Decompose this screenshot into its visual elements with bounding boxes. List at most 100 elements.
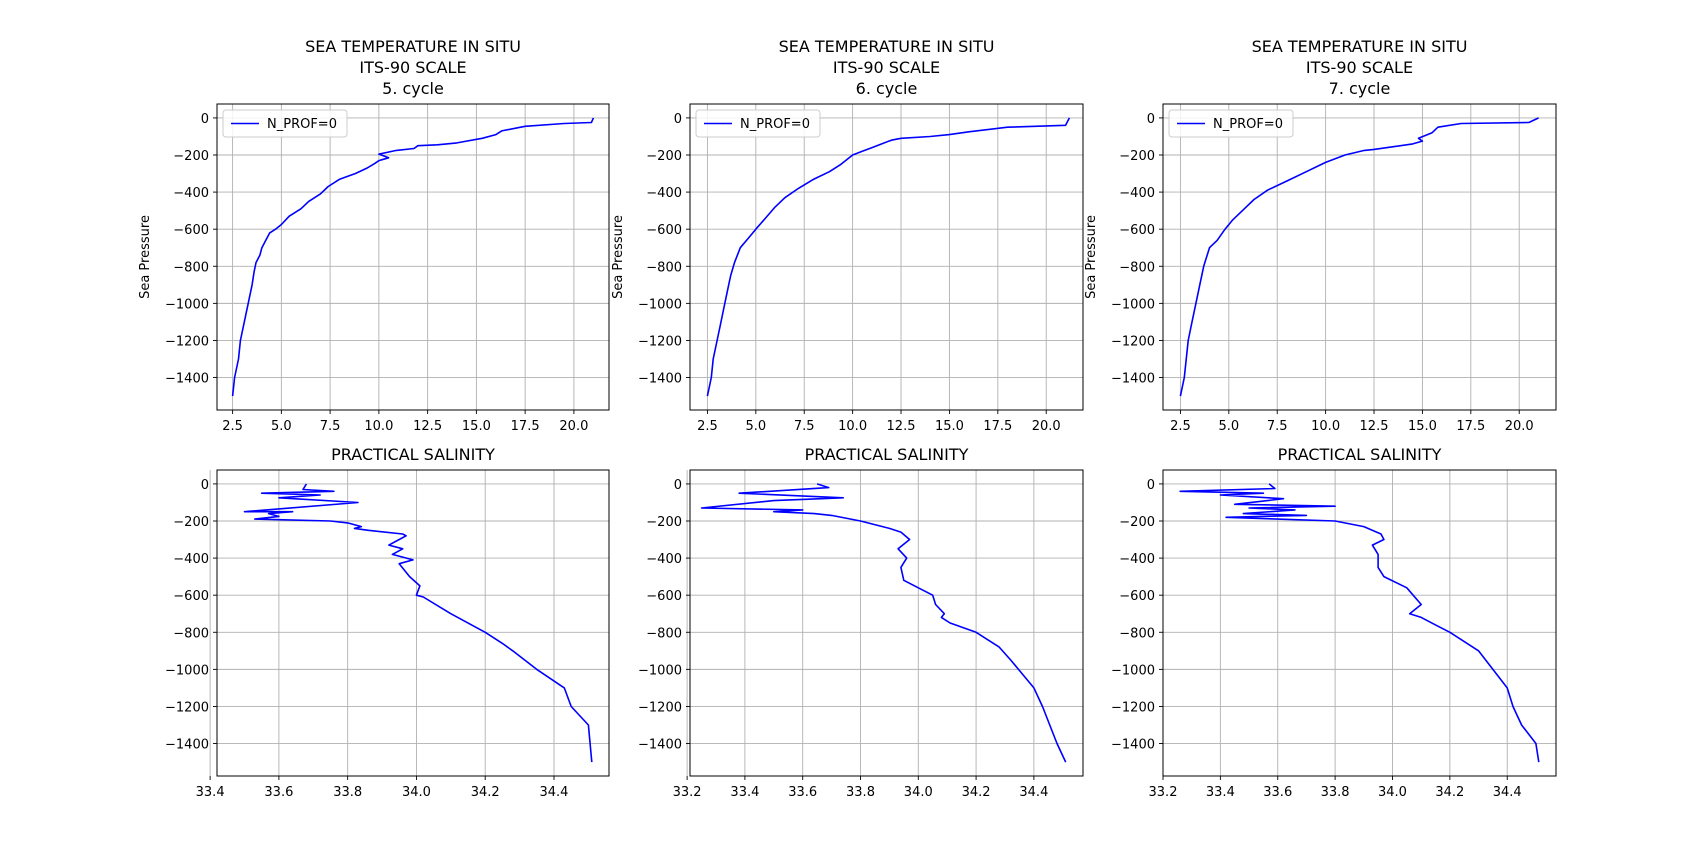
y-tick-label: −400 [646,552,682,567]
y-tick-label: −1200 [1111,700,1155,715]
axes-frame [689,469,1084,777]
y-tick-label: −1200 [165,700,209,715]
y-tick-label: −1000 [638,663,682,678]
series-line [1179,483,1540,763]
x-tick-label: 10.0 [364,419,393,434]
subplot-title: PRACTICAL SALINITY [805,445,969,464]
x-tick-label: 15.0 [462,419,491,434]
y-axis-label: Sea Pressure [611,215,626,299]
y-tick-label: −400 [1119,552,1155,567]
subplot-title: SEA TEMPERATURE IN SITU ITS-90 SCALE 7. cy… [1252,37,1468,98]
x-tick-label: 10.0 [1311,419,1340,434]
x-tick-label: 34.4 [1493,785,1522,800]
x-tick-label: 33.6 [788,785,817,800]
y-tick-label: −800 [646,626,682,641]
x-tick-label: 2.5 [222,419,243,434]
y-tick-label: −600 [646,223,682,238]
y-tick-label: 0 [201,112,209,127]
subplot-4: 33.4 33.6 33.8 34.0 34.2 34.4 0 −200 −400 −600 −80… [165,445,610,800]
legend-label: N_PROF=0 [267,117,337,132]
title-line: PRACTICAL SALINITY [805,445,969,464]
series-line [231,117,595,397]
y-tick-label: 0 [674,112,682,127]
x-tick-label: 33.4 [1206,785,1235,800]
y-tick-label: −400 [173,552,209,567]
series-line [700,483,1067,763]
subplot-2: 2.5 5.0 7.5 10.0 12.5 15.0 17.5 20.0 0 −200 −400 −6… [611,37,1084,434]
x-tick-label: 17.5 [1456,419,1485,434]
y-tick-label: −800 [173,260,209,275]
x-tick-label: 7.5 [320,419,341,434]
y-tick-label: −1200 [1111,334,1155,349]
x-tick-label: 17.5 [983,419,1012,434]
x-tick-label: 33.6 [1263,785,1292,800]
y-tick-label: −800 [1119,260,1155,275]
x-tick-label: 33.4 [196,785,225,800]
x-tick-label: 20.0 [559,419,588,434]
y-tick-label: −800 [646,260,682,275]
y-tick-label: −600 [173,589,209,604]
y-tick-label: −400 [173,186,209,201]
title-line: ITS-90 SCALE [833,58,940,77]
x-tick-label: 33.8 [846,785,875,800]
x-tick-label: 34.2 [962,785,991,800]
y-axis-label: Sea Pressure [138,215,153,299]
x-tick-label: 20.0 [1505,419,1534,434]
x-tick-label: 34.4 [540,785,569,800]
legend: N_PROF=0 [1168,109,1294,138]
x-tick-label: 2.5 [1170,419,1191,434]
x-tick-label: 34.4 [1019,785,1048,800]
x-tick-label: 34.0 [402,785,431,800]
axes-frame [1162,103,1557,411]
x-tick-label: 12.5 [413,419,442,434]
y-tick-label: 0 [1147,478,1155,493]
y-tick-label: −1000 [165,297,209,312]
title-line: ITS-90 SCALE [359,58,466,77]
y-tick-label: 0 [674,478,682,493]
x-tick-label: 33.4 [730,785,759,800]
x-tick-label: 15.0 [1408,419,1437,434]
y-tick-label: −1000 [638,297,682,312]
y-tick-label: −600 [173,223,209,238]
x-tick-label: 10.0 [838,419,867,434]
y-tick-label: −1200 [165,334,209,349]
x-tick-label: 17.5 [511,419,540,434]
y-tick-label: −400 [646,186,682,201]
subplot-3: 2.5 5.0 7.5 10.0 12.5 15.0 17.5 20.0 0 −200 −400 −6… [1084,37,1557,434]
x-tick-label: 34.0 [904,785,933,800]
x-tick-label: 5.0 [1218,419,1239,434]
y-tick-label: −1400 [1111,372,1155,387]
x-tick-label: 33.6 [264,785,293,800]
legend: N_PROF=0 [222,109,348,138]
x-tick-label: 34.2 [471,785,500,800]
x-tick-label: 34.2 [1435,785,1464,800]
x-tick-label: 2.5 [697,419,718,434]
y-tick-label: −1000 [1111,297,1155,312]
x-tick-label: 7.5 [1267,419,1288,434]
x-tick-label: 5.0 [745,419,766,434]
series-line [243,483,593,763]
subplot-1: 2.5 5.0 7.5 10.0 12.5 15.0 17.5 20.0 0 −200 −400 −6… [138,37,610,434]
title-line: 5. cycle [382,79,444,98]
title-line: SEA TEMPERATURE IN SITU [779,37,995,56]
y-tick-label: −1400 [638,372,682,387]
title-line: 7. cycle [1329,79,1391,98]
legend: N_PROF=0 [695,109,821,138]
title-line: ITS-90 SCALE [1306,58,1413,77]
subplot-5: 33.2 33.4 33.6 33.8 34.0 34.2 34.4 0 −200 −400 −60… [638,445,1084,800]
x-tick-label: 33.2 [673,785,702,800]
y-tick-label: −1000 [165,663,209,678]
x-tick-label: 7.5 [794,419,815,434]
y-tick-label: −200 [173,515,209,530]
y-tick-label: −800 [173,626,209,641]
y-tick-label: −400 [1119,186,1155,201]
y-tick-label: −600 [1119,589,1155,604]
legend-label: N_PROF=0 [740,117,810,132]
title-line: 6. cycle [856,79,918,98]
y-axis-label: Sea Pressure [1084,215,1099,299]
subplot-title: PRACTICAL SALINITY [331,445,495,464]
subplot-title: SEA TEMPERATURE IN SITU ITS-90 SCALE 6. cy… [779,37,995,98]
subplot-title: SEA TEMPERATURE IN SITU ITS-90 SCALE 5. cy… [305,37,521,98]
axes-frame [216,469,610,777]
y-tick-label: −1400 [165,738,209,753]
